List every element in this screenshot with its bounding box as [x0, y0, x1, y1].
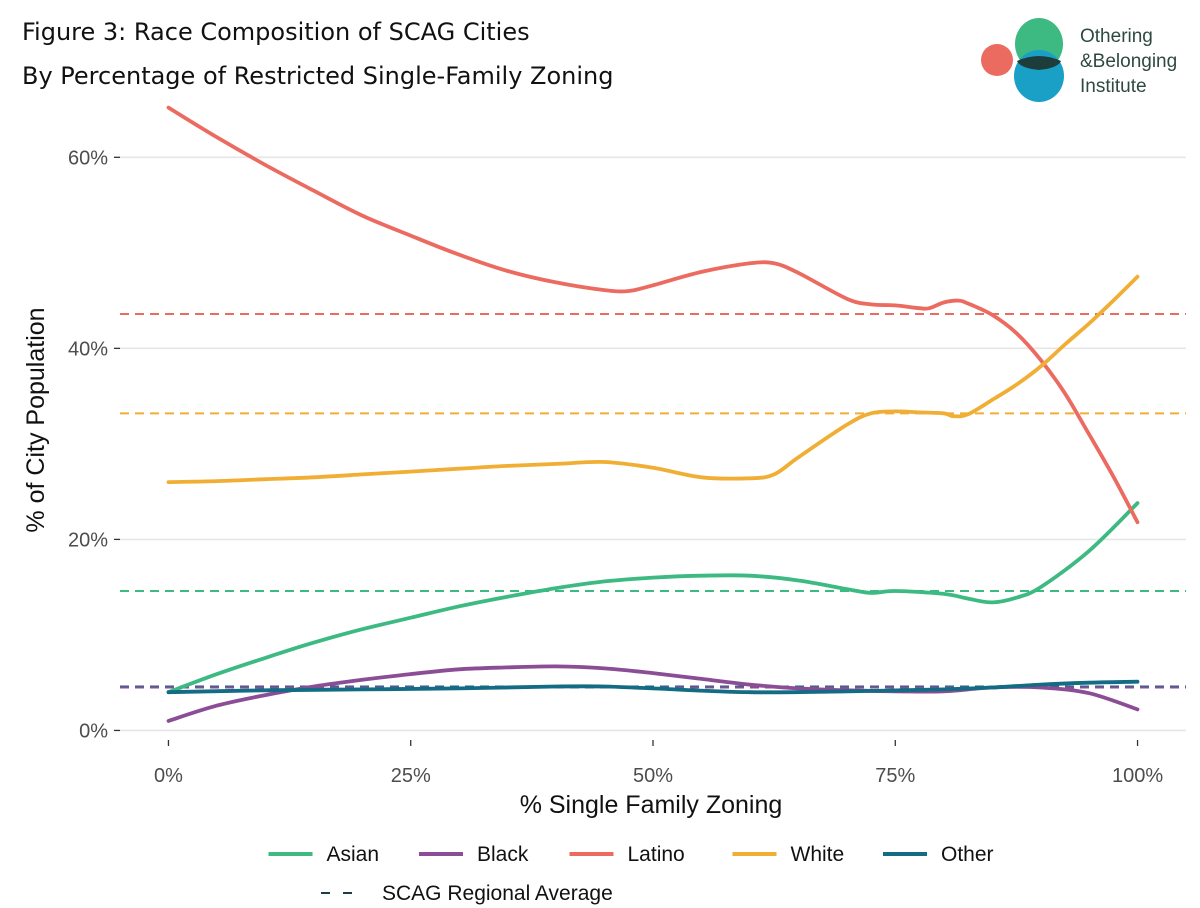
logo-text-line3: Institute [1080, 76, 1147, 97]
x-axis-title: % Single Family Zoning [520, 791, 783, 819]
series-line-other [166, 679, 1140, 695]
gridlines [120, 156, 1186, 732]
y-axis-ticks: 0% 20% 40% 60% [68, 147, 120, 742]
legend-label-regional-average: SCAG Regional Average [382, 882, 613, 905]
y-axis-title: % of City Population [22, 307, 50, 532]
legend-item-other: Other [883, 843, 994, 866]
x-tick-label-75: 75% [875, 765, 915, 787]
series-line-black [166, 664, 1140, 723]
chart-title: Figure 3: Race Composition of SCAG Citie… [22, 18, 530, 46]
x-axis-ticks: 0% 25% 50% 75% 100% [154, 740, 1163, 787]
legend-item-white: White [732, 843, 845, 866]
legend-label-white: White [791, 843, 845, 866]
legend-item-regional-average: SCAG Regional Average [321, 882, 613, 905]
plot-area: 0% 25% 50% 75% 100% 0% 20% 40% 60% [68, 105, 1186, 787]
legend: Asian Black Latino White Other SCAG Regional … [268, 843, 994, 905]
legend-item-asian: Asian [268, 843, 380, 866]
x-tick-label-25: 25% [391, 765, 431, 787]
legend-label-asian: Asian [327, 843, 380, 866]
logo-text-line1: Othering [1080, 26, 1153, 47]
legend-label-other: Other [941, 843, 994, 866]
series-line-latino [166, 105, 1140, 525]
legend-item-latino: Latino [569, 843, 685, 866]
series-line-asian [166, 501, 1140, 695]
logo-red-circle [981, 44, 1013, 76]
x-tick-label-100: 100% [1112, 765, 1163, 787]
logo-text-line2: &Belonging [1080, 51, 1177, 72]
chart-subtitle: By Percentage of Restricted Single-Famil… [22, 62, 614, 90]
legend-item-black: Black [419, 843, 529, 866]
y-tick-label-0: 0% [79, 720, 108, 742]
series-lines [166, 105, 1140, 723]
x-tick-label-0: 0% [154, 765, 183, 787]
y-tick-label-60: 60% [68, 147, 108, 169]
series-line-white [166, 274, 1140, 484]
chart-title-block: Figure 3: Race Composition of SCAG Citie… [22, 18, 614, 90]
legend-label-latino: Latino [628, 843, 685, 866]
y-tick-label-40: 40% [68, 338, 108, 360]
logo-overlap [1017, 56, 1061, 70]
logo: Othering &Belonging Institute [981, 18, 1177, 102]
legend-label-black: Black [477, 843, 529, 866]
regional-average-lines [120, 312, 1186, 689]
x-tick-label-50: 50% [633, 765, 673, 787]
y-tick-label-20: 20% [68, 529, 108, 551]
